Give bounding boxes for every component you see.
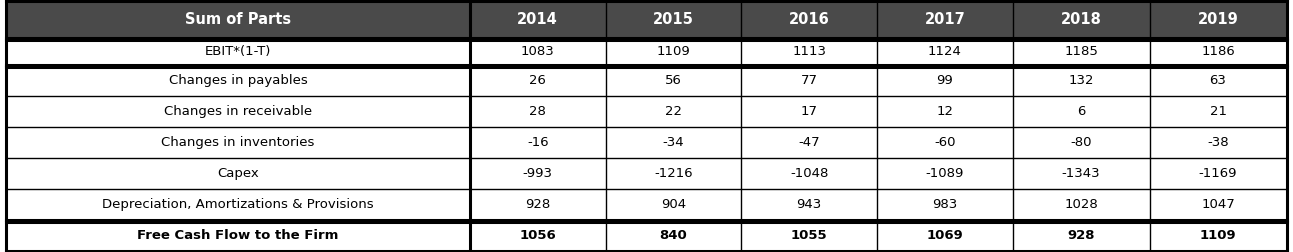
Text: -1216: -1216 (654, 167, 693, 180)
Text: 1113: 1113 (793, 45, 826, 58)
Text: -47: -47 (798, 136, 820, 149)
Bar (6, 220, 1287, 251)
Text: 56: 56 (665, 74, 681, 87)
Bar (6, 1, 1287, 38)
Text: 77: 77 (800, 74, 817, 87)
Text: Changes in payables: Changes in payables (169, 74, 308, 87)
Text: 904: 904 (661, 198, 687, 211)
Text: -34: -34 (662, 136, 684, 149)
Text: Sum of Parts: Sum of Parts (185, 12, 291, 27)
Text: 928: 928 (1067, 229, 1095, 242)
Text: 2015: 2015 (653, 12, 694, 27)
Text: Depreciation, Amortizations & Provisions: Depreciation, Amortizations & Provisions (102, 198, 374, 211)
Text: 26: 26 (529, 74, 546, 87)
Text: -16: -16 (526, 136, 548, 149)
Bar (6, 65, 1287, 96)
Text: Changes in receivable: Changes in receivable (164, 105, 312, 118)
Text: 99: 99 (936, 74, 953, 87)
Text: 928: 928 (525, 198, 551, 211)
Text: -60: -60 (934, 136, 956, 149)
Text: 28: 28 (529, 105, 546, 118)
Text: -1169: -1169 (1199, 167, 1237, 180)
Text: 22: 22 (665, 105, 681, 118)
Text: Capex: Capex (217, 167, 259, 180)
Text: Free Cash Flow to the Firm: Free Cash Flow to the Firm (137, 229, 339, 242)
Text: 2019: 2019 (1197, 12, 1239, 27)
Bar (6, 189, 1287, 220)
Text: 2016: 2016 (789, 12, 829, 27)
Bar (6, 38, 1287, 65)
Text: Changes in inventories: Changes in inventories (162, 136, 314, 149)
Text: 2014: 2014 (517, 12, 559, 27)
Text: 17: 17 (800, 105, 817, 118)
Text: -80: -80 (1071, 136, 1091, 149)
Text: EBIT*(1-T): EBIT*(1-T) (206, 45, 272, 58)
Text: 12: 12 (936, 105, 953, 118)
Text: 1047: 1047 (1201, 198, 1235, 211)
Text: 1069: 1069 (926, 229, 963, 242)
Text: -993: -993 (522, 167, 552, 180)
Text: 1109: 1109 (657, 45, 690, 58)
Text: 21: 21 (1209, 105, 1227, 118)
Text: -1089: -1089 (926, 167, 965, 180)
Text: 1186: 1186 (1201, 45, 1235, 58)
Text: 1056: 1056 (520, 229, 556, 242)
Text: 1124: 1124 (928, 45, 962, 58)
Text: 1109: 1109 (1200, 229, 1236, 242)
Bar (6, 127, 1287, 158)
Text: 840: 840 (659, 229, 688, 242)
Text: 2017: 2017 (924, 12, 965, 27)
Bar (6, 96, 1287, 127)
Text: 943: 943 (796, 198, 821, 211)
Text: 2018: 2018 (1060, 12, 1102, 27)
Text: 1185: 1185 (1064, 45, 1098, 58)
Text: 1028: 1028 (1064, 198, 1098, 211)
Text: -1048: -1048 (790, 167, 829, 180)
Text: 1055: 1055 (791, 229, 828, 242)
Text: 6: 6 (1077, 105, 1085, 118)
Text: 63: 63 (1210, 74, 1227, 87)
Text: 983: 983 (932, 198, 957, 211)
Text: -38: -38 (1208, 136, 1228, 149)
Text: -1343: -1343 (1062, 167, 1100, 180)
Bar (6, 158, 1287, 189)
Text: 132: 132 (1068, 74, 1094, 87)
Text: 1083: 1083 (521, 45, 555, 58)
